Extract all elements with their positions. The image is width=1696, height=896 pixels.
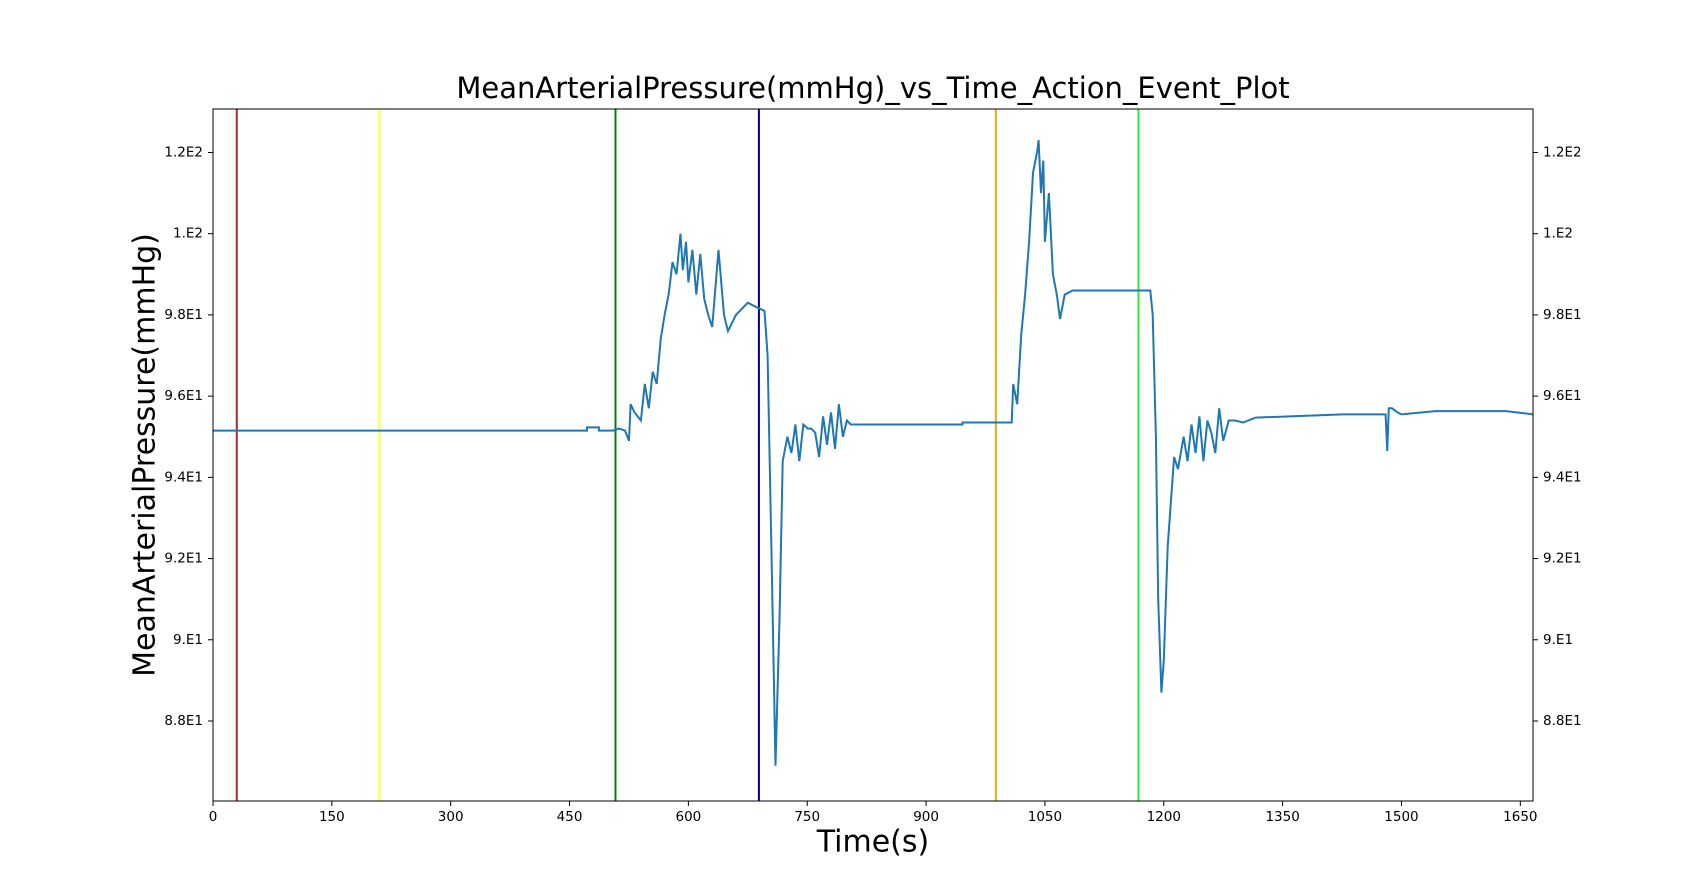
y-tick-label: 9.4E1 — [164, 469, 203, 485]
y-tick-label: 9.8E1 — [164, 307, 203, 323]
x-tick-label: 750 — [794, 809, 820, 825]
y2-tick-label: 1.E2 — [1543, 226, 1573, 242]
y-tick-label: 9.6E1 — [164, 388, 203, 404]
y-tick-label: 1.E2 — [173, 226, 203, 242]
x-tick-label: 1200 — [1147, 809, 1181, 825]
y2-tick-label: 9.8E1 — [1543, 307, 1582, 323]
y-tick-label: 9.2E1 — [164, 551, 203, 567]
y2-tick-label: 9.2E1 — [1543, 551, 1582, 567]
data-line — [213, 140, 1534, 766]
x-tick-label: 1500 — [1384, 809, 1418, 825]
x-tick-label: 1350 — [1265, 809, 1299, 825]
y-tick-label: 1.2E2 — [164, 144, 203, 160]
x-tick-label: 150 — [319, 809, 345, 825]
y2-tick-label: 9.6E1 — [1543, 388, 1582, 404]
x-tick-label: 300 — [438, 809, 464, 825]
x-tick-label: 900 — [913, 809, 939, 825]
chart-title: MeanArterialPressure(mmHg)_vs_Time_Actio… — [456, 71, 1289, 105]
x-tick-label: 600 — [675, 809, 701, 825]
plot-frame — [212, 108, 1534, 802]
x-axis-label: Time(s) — [816, 825, 929, 860]
y-tick-label: 9.E1 — [173, 632, 203, 648]
y-tick-label: 8.8E1 — [164, 713, 203, 729]
y-axis-label: MeanArterialPressure(mmHg) — [128, 233, 163, 677]
x-tick-label: 1050 — [1028, 809, 1062, 825]
x-tick-label: 450 — [557, 809, 583, 825]
y2-tick-label: 9.E1 — [1543, 632, 1573, 648]
y2-tick-label: 8.8E1 — [1543, 713, 1582, 729]
x-tick-label: 1650 — [1503, 809, 1537, 825]
x-tick-label: 0 — [209, 809, 218, 825]
y2-tick-label: 9.4E1 — [1543, 469, 1582, 485]
y2-tick-label: 1.2E2 — [1543, 144, 1582, 160]
